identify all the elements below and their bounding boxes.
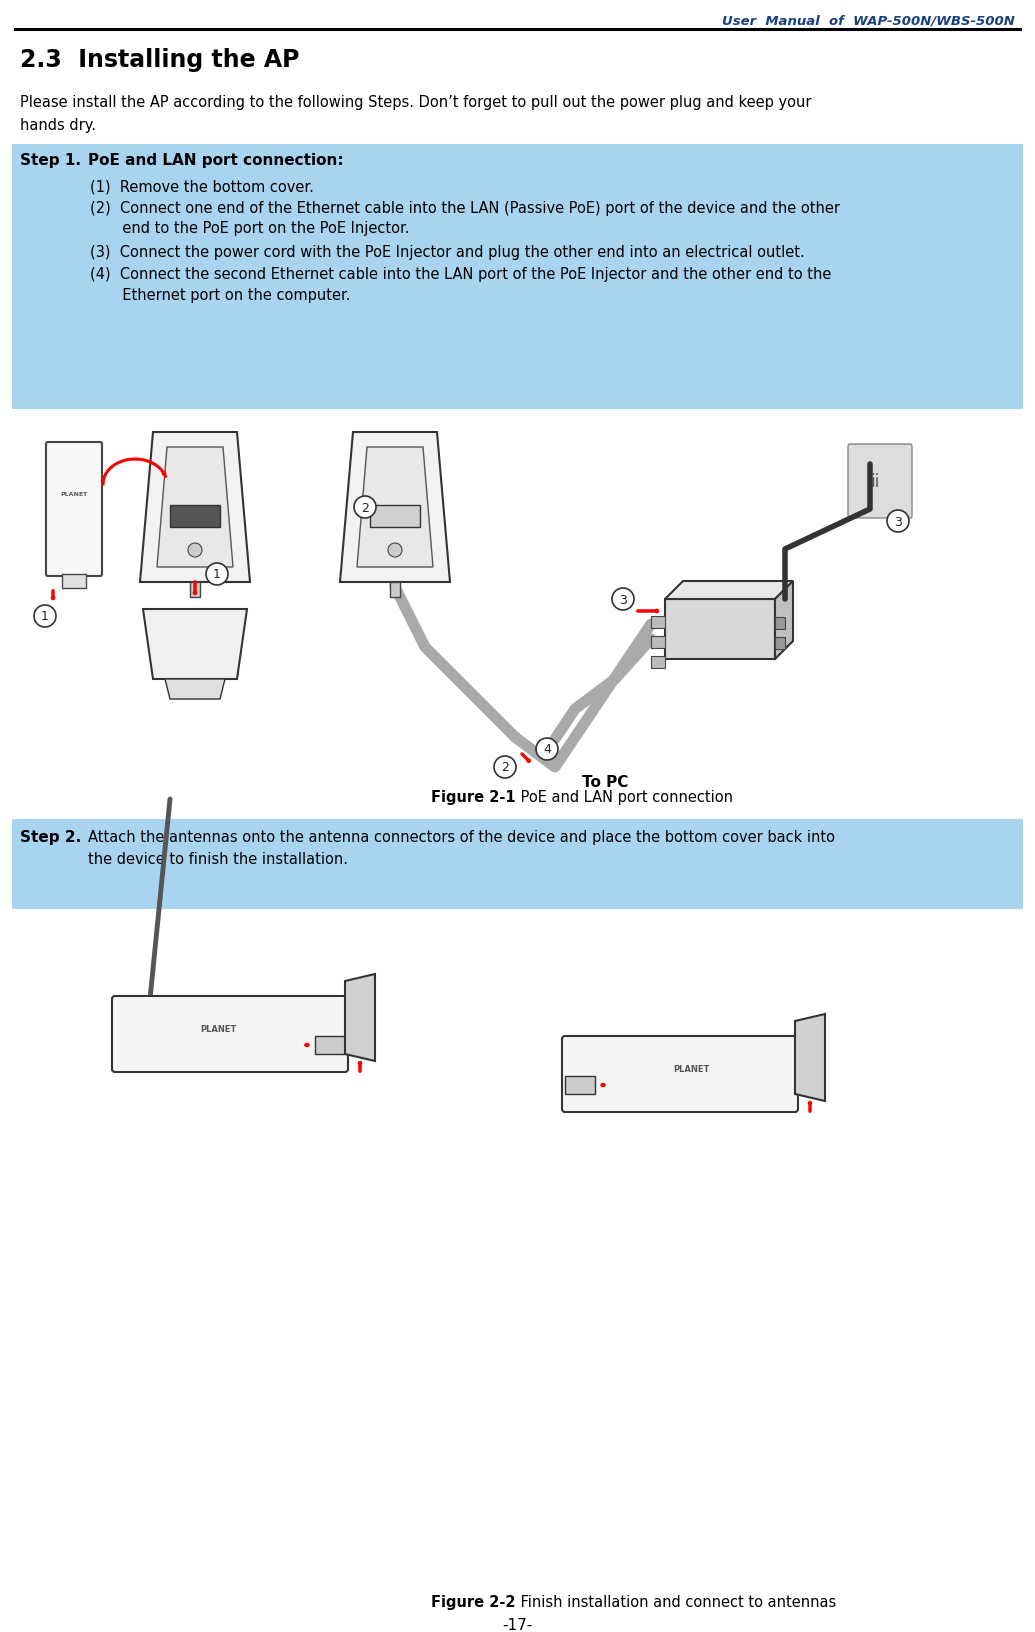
Bar <box>651 636 666 648</box>
Text: 1: 1 <box>41 610 49 623</box>
Text: (3)  Connect the power cord with the PoE Injector and plug the other end into an: (3) Connect the power cord with the PoE … <box>90 245 805 259</box>
Text: Please install the AP according to the following Steps. Don’t forget to pull out: Please install the AP according to the f… <box>20 95 811 109</box>
Text: (1)  Remove the bottom cover.: (1) Remove the bottom cover. <box>90 180 314 194</box>
Text: 2: 2 <box>361 501 368 514</box>
Circle shape <box>388 543 402 558</box>
Text: -17-: -17- <box>502 1617 533 1632</box>
Text: To PC: To PC <box>582 775 628 790</box>
Text: end to the PoE port on the PoE Injector.: end to the PoE port on the PoE Injector. <box>90 220 410 237</box>
Text: Step 1.: Step 1. <box>20 153 81 168</box>
Polygon shape <box>357 447 433 568</box>
Bar <box>170 506 220 527</box>
Bar <box>651 656 666 669</box>
Text: hands dry.: hands dry. <box>20 118 96 132</box>
Bar <box>369 506 420 527</box>
FancyBboxPatch shape <box>46 442 102 576</box>
Bar <box>651 617 666 628</box>
FancyBboxPatch shape <box>112 997 348 1072</box>
Text: (4)  Connect the second Ethernet cable into the LAN port of the PoE Injector and: (4) Connect the second Ethernet cable in… <box>90 268 831 282</box>
Text: ii: ii <box>870 473 880 491</box>
Polygon shape <box>775 581 793 659</box>
Polygon shape <box>666 581 793 599</box>
Text: PLANET: PLANET <box>674 1064 710 1074</box>
Text: 3: 3 <box>619 592 627 605</box>
FancyBboxPatch shape <box>562 1036 798 1113</box>
Polygon shape <box>795 1015 825 1102</box>
Text: 3: 3 <box>894 516 901 529</box>
Text: 1: 1 <box>213 568 220 581</box>
Text: PoE and LAN port connection:: PoE and LAN port connection: <box>88 153 344 168</box>
FancyBboxPatch shape <box>190 583 200 597</box>
Bar <box>775 638 785 650</box>
Text: 2.3  Installing the AP: 2.3 Installing the AP <box>20 47 299 72</box>
Text: the device to finish the installation.: the device to finish the installation. <box>88 852 348 867</box>
FancyBboxPatch shape <box>848 446 912 519</box>
Polygon shape <box>165 679 225 700</box>
Bar <box>62 574 86 589</box>
Circle shape <box>206 563 228 586</box>
Text: 4: 4 <box>543 743 551 756</box>
Polygon shape <box>341 432 450 583</box>
Polygon shape <box>157 447 233 568</box>
Bar <box>12 819 1023 909</box>
Circle shape <box>887 511 909 532</box>
Bar <box>775 617 785 630</box>
Text: Step 2.: Step 2. <box>20 829 82 844</box>
Circle shape <box>354 496 376 519</box>
Circle shape <box>188 543 202 558</box>
Bar <box>565 1077 595 1095</box>
Text: PoE and LAN port connection: PoE and LAN port connection <box>515 790 733 805</box>
Circle shape <box>34 605 56 628</box>
Circle shape <box>612 589 634 610</box>
Circle shape <box>494 757 516 778</box>
Text: Ethernet port on the computer.: Ethernet port on the computer. <box>90 287 351 304</box>
Text: PLANET: PLANET <box>60 493 88 498</box>
Bar <box>666 599 775 659</box>
Text: User  Manual  of  WAP-500N/WBS-500N: User Manual of WAP-500N/WBS-500N <box>722 15 1015 28</box>
Polygon shape <box>140 432 250 583</box>
Bar <box>12 145 1023 410</box>
Text: Finish installation and connect to antennas: Finish installation and connect to anten… <box>515 1594 835 1609</box>
Polygon shape <box>345 974 375 1061</box>
Bar <box>315 1036 345 1054</box>
Text: Figure 2-1: Figure 2-1 <box>431 790 515 805</box>
Text: Figure 2-2: Figure 2-2 <box>431 1594 515 1609</box>
Circle shape <box>536 739 558 761</box>
FancyBboxPatch shape <box>390 583 400 597</box>
Text: 2: 2 <box>501 761 509 774</box>
Text: Attach the antennas onto the antenna connectors of the device and place the bott: Attach the antennas onto the antenna con… <box>88 829 835 844</box>
Text: PLANET: PLANET <box>201 1025 237 1033</box>
Text: (2)  Connect one end of the Ethernet cable into the LAN (Passive PoE) port of th: (2) Connect one end of the Ethernet cabl… <box>90 201 840 215</box>
Polygon shape <box>143 610 247 679</box>
